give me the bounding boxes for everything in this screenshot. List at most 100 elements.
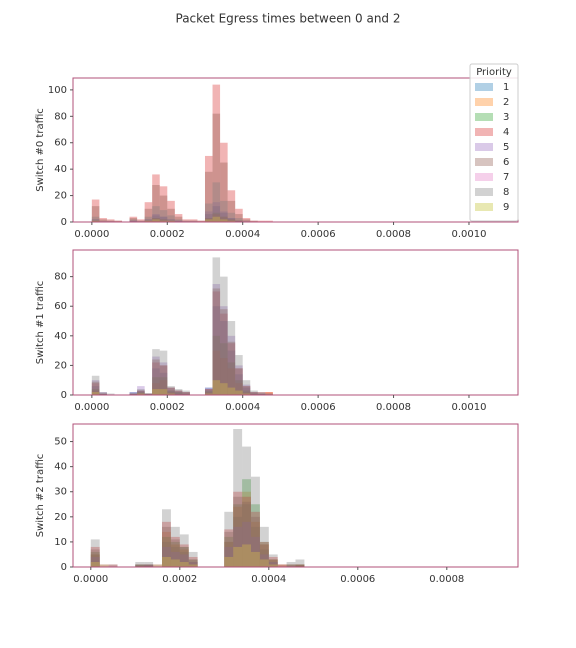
histogram-bar xyxy=(242,393,251,395)
histogram-bar xyxy=(167,387,175,395)
x-tick-label: 0.0008 xyxy=(376,402,411,413)
histogram-bar xyxy=(106,219,115,222)
histogram-bar xyxy=(242,220,251,222)
histogram-bar xyxy=(204,387,213,395)
legend-label: 1 xyxy=(503,82,509,93)
histogram-bar xyxy=(212,350,221,395)
histogram-bar xyxy=(179,554,189,567)
histogram-bar xyxy=(91,220,100,222)
x-tick-label: 0.0006 xyxy=(301,229,336,240)
histogram-bar xyxy=(235,220,243,222)
histogram-bar xyxy=(242,219,251,222)
histogram-bar xyxy=(212,113,221,222)
histogram-bar xyxy=(159,216,168,222)
histogram-bar xyxy=(182,219,190,222)
histogram-bar xyxy=(144,393,153,395)
histogram-bar xyxy=(144,564,154,567)
histogram-bar xyxy=(106,393,115,395)
histogram-bar xyxy=(242,392,251,395)
histogram-bar xyxy=(220,212,228,222)
histogram-bar xyxy=(135,561,145,567)
histogram-bar xyxy=(144,202,153,222)
histogram-bar xyxy=(167,393,175,395)
histogram-bar xyxy=(212,182,221,222)
y-tick-label: 20 xyxy=(54,191,67,202)
histogram-bar xyxy=(152,218,160,222)
histogram-bar xyxy=(159,389,168,395)
y-axis-label: Switch #0 traffic xyxy=(35,108,46,192)
histogram-bar xyxy=(204,390,213,395)
histogram-bar xyxy=(250,220,258,222)
histogram-bar xyxy=(220,142,228,222)
y-tick-label: 0 xyxy=(61,390,67,401)
histogram-bar xyxy=(188,561,198,567)
histogram-bar xyxy=(159,195,168,222)
histogram-bar xyxy=(174,220,183,222)
legend-box xyxy=(469,63,519,222)
histogram-bar xyxy=(144,561,154,567)
histogram-bar xyxy=(152,214,160,222)
histogram-bar xyxy=(167,387,175,395)
histogram-bar xyxy=(224,536,234,567)
y-tick-label: 50 xyxy=(54,437,67,448)
histogram-bar xyxy=(137,393,145,395)
histogram-bar xyxy=(91,380,100,395)
histogram-bar xyxy=(152,362,160,395)
histogram-bar xyxy=(159,377,168,395)
histogram-bar xyxy=(159,380,168,395)
histogram-bar xyxy=(91,383,100,395)
histogram-bar xyxy=(153,564,162,567)
histogram-bar xyxy=(220,313,228,395)
histogram-bar xyxy=(99,564,109,567)
histogram-bar xyxy=(257,220,266,222)
histogram-bar xyxy=(265,392,273,395)
histogram-bar xyxy=(227,387,236,395)
histogram-bar xyxy=(235,374,243,395)
histogram-bar xyxy=(224,529,234,567)
histogram-bar xyxy=(167,219,175,222)
histogram-bar xyxy=(212,214,221,222)
histogram-bar xyxy=(242,393,251,395)
histogram-bar xyxy=(242,386,251,395)
histogram-bar xyxy=(152,349,160,395)
histogram-bar xyxy=(91,392,100,395)
histogram-bar xyxy=(162,526,171,567)
histogram-bar xyxy=(251,476,260,567)
histogram-bar xyxy=(189,219,198,222)
histogram-bar xyxy=(91,199,100,222)
histogram-bar xyxy=(220,321,228,395)
histogram-bar xyxy=(242,501,251,567)
histogram-bar xyxy=(233,496,243,567)
histogram-bar xyxy=(251,504,260,567)
histogram-bar xyxy=(268,564,278,567)
subplot: 0.0000 0.0002 0.0004 0.0006 0.0008 0 10 20 30 40 5… xyxy=(35,423,519,585)
histogram-bar xyxy=(170,541,180,567)
legend-swatch xyxy=(475,158,493,166)
histogram-bar xyxy=(170,536,180,567)
histogram-bar xyxy=(170,546,180,567)
histogram-bar xyxy=(159,219,168,222)
histogram-bar xyxy=(204,155,213,222)
histogram-bar xyxy=(144,220,153,222)
histogram-bar xyxy=(159,216,168,222)
histogram-bar xyxy=(242,491,251,567)
histogram-bar xyxy=(295,559,305,567)
x-tick-label: 0.0004 xyxy=(225,402,260,413)
legend-title: Priority xyxy=(476,67,512,78)
histogram-bar xyxy=(212,212,221,222)
y-tick-label: 10 xyxy=(54,537,67,548)
histogram-bar xyxy=(182,220,190,222)
histogram-bar xyxy=(224,531,234,567)
axes-frame xyxy=(72,249,519,396)
histogram-bar xyxy=(233,504,243,567)
histogram-bar xyxy=(204,211,213,222)
histogram-bar xyxy=(286,564,296,567)
histogram-bar xyxy=(204,219,213,222)
histogram-bar xyxy=(242,387,251,395)
histogram-bar xyxy=(227,212,236,222)
histogram-bar xyxy=(204,389,213,395)
histogram-bar xyxy=(295,564,305,567)
histogram-bar xyxy=(235,218,243,222)
histogram-bar xyxy=(268,559,278,567)
histogram-bar xyxy=(159,389,168,395)
